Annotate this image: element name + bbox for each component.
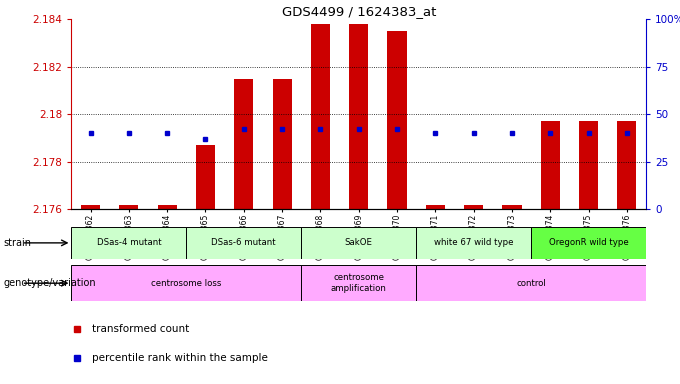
Bar <box>349 24 369 209</box>
Bar <box>81 205 100 209</box>
Text: centrosome
amplification: centrosome amplification <box>330 273 387 293</box>
Bar <box>196 145 215 209</box>
Bar <box>186 227 301 259</box>
Bar <box>617 121 636 209</box>
Text: centrosome loss: centrosome loss <box>151 279 222 288</box>
Bar <box>579 121 598 209</box>
Bar <box>464 205 483 209</box>
Text: white 67 wild type: white 67 wild type <box>434 238 513 247</box>
Title: GDS4499 / 1624383_at: GDS4499 / 1624383_at <box>282 5 436 18</box>
Bar <box>71 265 301 301</box>
Text: transformed count: transformed count <box>92 324 189 334</box>
Bar <box>158 205 177 209</box>
Bar <box>531 227 646 259</box>
Text: percentile rank within the sample: percentile rank within the sample <box>92 353 267 363</box>
Bar <box>503 205 522 209</box>
Bar <box>416 227 531 259</box>
Bar <box>71 227 186 259</box>
Bar <box>388 31 407 209</box>
Bar <box>119 205 139 209</box>
Text: DSas-6 mutant: DSas-6 mutant <box>211 238 276 247</box>
Bar <box>273 79 292 209</box>
Text: genotype/variation: genotype/variation <box>3 278 96 288</box>
Text: SakOE: SakOE <box>345 238 373 247</box>
Bar <box>301 227 416 259</box>
Bar <box>234 79 254 209</box>
Bar <box>416 265 646 301</box>
Bar <box>541 121 560 209</box>
Text: DSas-4 mutant: DSas-4 mutant <box>97 238 161 247</box>
Text: OregonR wild type: OregonR wild type <box>549 238 628 247</box>
Text: strain: strain <box>3 238 31 248</box>
Text: control: control <box>516 279 546 288</box>
Bar <box>426 205 445 209</box>
Bar <box>301 265 416 301</box>
Bar <box>311 24 330 209</box>
